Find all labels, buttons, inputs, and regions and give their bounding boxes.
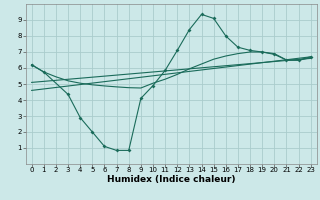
X-axis label: Humidex (Indice chaleur): Humidex (Indice chaleur): [107, 175, 236, 184]
